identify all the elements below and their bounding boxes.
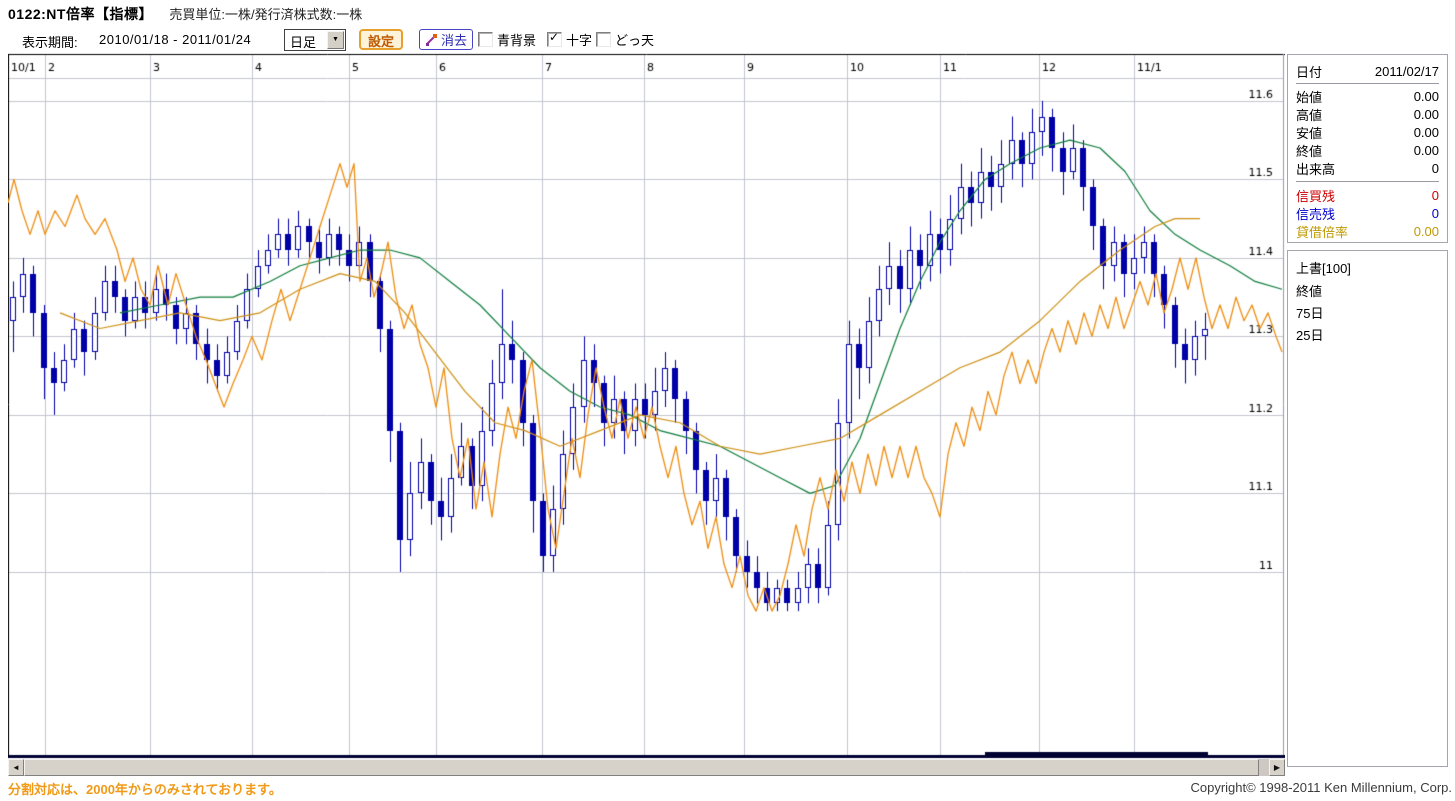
- checkbox-label: どっ天: [615, 33, 655, 48]
- split-notice: 分割対応は、2000年からのみされております。: [8, 782, 282, 797]
- page-subtitle: 売買単位:一株/発行済株式数:一株: [169, 7, 363, 22]
- low-value: 0.00: [1413, 124, 1439, 140]
- trendline-icon: [426, 34, 437, 46]
- toolbar: 表示期間: 2010/01/18 - 2011/01/24 日足 ▼ 設定 消去…: [0, 28, 1455, 52]
- close-label: 終値: [1296, 143, 1323, 159]
- legend-title: 上書[100]: [1296, 261, 1351, 276]
- margin-ratio-label: 貸借倍率: [1296, 224, 1349, 240]
- page-title: 0122:NT倍率【指標】: [8, 6, 153, 22]
- open-value: 0.00: [1413, 88, 1439, 104]
- checkbox-box[interactable]: [596, 32, 611, 47]
- clear-button-label: 消去: [441, 33, 468, 48]
- legend-item-ma25: 25日: [1296, 328, 1324, 343]
- close-row: 終値 0.00: [1296, 141, 1439, 159]
- margin-sell-row: 信売残 0: [1296, 204, 1439, 222]
- low-row: 安値 0.00: [1296, 123, 1439, 141]
- chevron-down-icon[interactable]: ▼: [327, 31, 344, 49]
- margin-ratio-value: 0.00: [1413, 223, 1439, 239]
- open-label: 始値: [1296, 89, 1323, 105]
- copyright: Copyright© 1998-2011 Ken Millennium, Cor…: [1190, 780, 1452, 795]
- high-row: 高値 0.00: [1296, 105, 1439, 123]
- volume-label: 出来高: [1296, 161, 1336, 177]
- scroll-right-button[interactable]: ▶: [1269, 759, 1285, 776]
- high-label: 高値: [1296, 107, 1323, 123]
- checkbox-label: 青背景: [497, 33, 537, 48]
- volume-row: 出来高 0: [1296, 159, 1439, 177]
- quote-info-panel: 日付 2011/02/17 始値 0.00 高値 0.00 安値 0.00 終値…: [1287, 54, 1448, 243]
- date-label: 日付: [1296, 64, 1323, 80]
- open-row: 始値 0.00: [1296, 87, 1439, 105]
- clear-button[interactable]: 消去: [419, 29, 474, 50]
- scroll-left-button[interactable]: ◄: [8, 759, 24, 776]
- checkbox-dotten[interactable]: どっ天: [596, 30, 654, 49]
- margin-ratio-row: 貸借倍率 0.00: [1296, 222, 1439, 240]
- margin-buy-row: 信買残 0: [1296, 186, 1439, 204]
- margin-buy-label: 信買残: [1296, 188, 1336, 204]
- margin-buy-value: 0: [1431, 187, 1439, 203]
- settings-button[interactable]: 設定: [359, 29, 404, 50]
- checkbox-crosshair[interactable]: 十字: [547, 30, 592, 49]
- period-label: 表示期間:: [22, 35, 78, 50]
- checkbox-box[interactable]: [478, 32, 493, 47]
- margin-sell-value: 0: [1431, 205, 1439, 221]
- period-value: 2010/01/18 - 2011/01/24: [99, 32, 252, 47]
- checkbox-label: 十字: [566, 33, 593, 48]
- checkbox-box[interactable]: [547, 30, 562, 47]
- price-chart-canvas[interactable]: [8, 53, 1285, 759]
- volume-value: 0: [1431, 160, 1439, 176]
- legend-item-ma75: 75日: [1296, 306, 1324, 321]
- margin-rows: 信買残 0 信売残 0 貸借倍率 0.00: [1296, 181, 1439, 240]
- low-label: 安値: [1296, 125, 1323, 141]
- margin-sell-label: 信売残: [1296, 206, 1336, 222]
- header: 0122:NT倍率【指標】 売買単位:一株/発行済株式数:一株: [8, 4, 362, 24]
- high-value: 0.00: [1413, 106, 1439, 122]
- chart-horizontal-scrollbar[interactable]: ◄ ▶: [8, 759, 1285, 776]
- timeframe-select[interactable]: 日足 ▼: [284, 29, 346, 51]
- legend-item-close: 終値: [1296, 284, 1323, 299]
- date-value: 2011/02/17: [1374, 63, 1439, 79]
- timeframe-value: 日足: [290, 35, 317, 50]
- checkbox-blue-background[interactable]: 青背景: [478, 30, 536, 49]
- date-row: 日付 2011/02/17: [1296, 59, 1439, 84]
- close-value: 0.00: [1413, 142, 1439, 158]
- legend-panel: 上書[100] 終値 75日 25日: [1287, 250, 1448, 767]
- scroll-thumb[interactable]: [24, 759, 1259, 776]
